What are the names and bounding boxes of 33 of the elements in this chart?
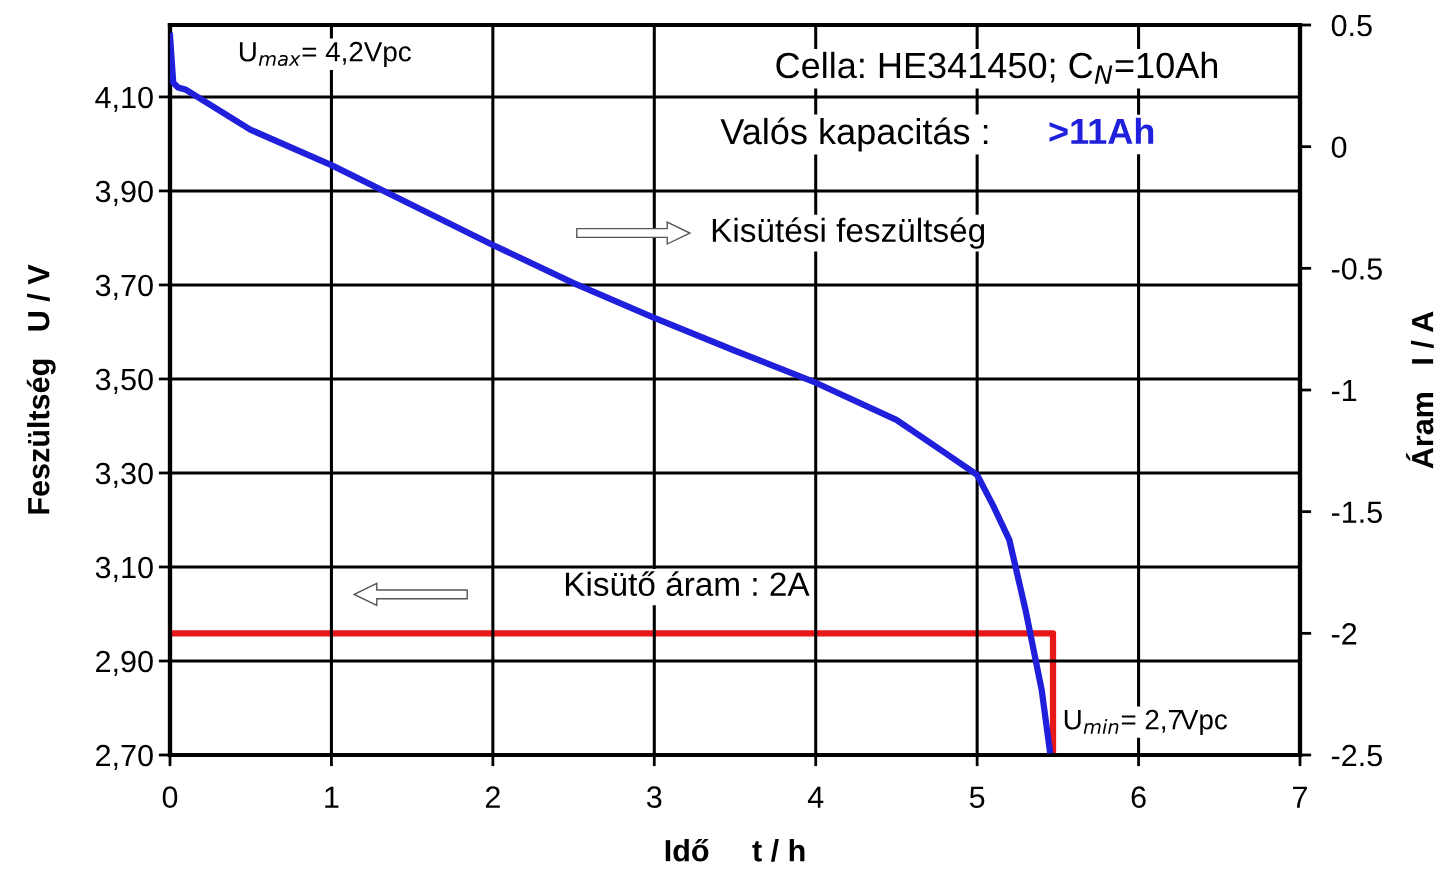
annotation: Cella: HE341450; C$_{N}$=10Ah [776, 51, 1218, 84]
annotation: U$_{max}$= 4,2Vpc [239, 41, 411, 68]
x-tick-label: 4 [807, 786, 824, 808]
y2-tick-label: 0.5 [1331, 14, 1372, 37]
y2-tick-label: -2 [1331, 623, 1357, 645]
x-axis-title: Idő t / h [665, 839, 805, 862]
y-tick-label: 3,30 [95, 462, 153, 488]
x-tick-label: 2 [485, 786, 500, 808]
annotation: Kisütési feszültség [712, 217, 985, 249]
y2-tick-label: -1.5 [1331, 501, 1382, 524]
y-axis-title: Feszültség U / V [26, 264, 56, 514]
y-tick-label: 4,10 [95, 86, 153, 112]
annotation: Kisütő áram : 2A [565, 571, 810, 597]
y-tick-label: 3,50 [95, 368, 153, 394]
x-tick-label: 7 [1293, 786, 1307, 808]
y-tick-label: 2,90 [96, 650, 153, 676]
x-tick-label: 0 [162, 786, 178, 808]
x-tick-label: 5 [969, 786, 985, 808]
y2-tick-label: -2.5 [1331, 744, 1382, 767]
annotation: Valós kapacitás : [720, 117, 988, 152]
y2-tick-label: -1 [1331, 380, 1357, 402]
y2-tick-label: -0.5 [1331, 258, 1382, 280]
x-tick-label: 6 [1131, 786, 1146, 808]
y-tick-label: 3,10 [95, 556, 153, 582]
y-tick-label: 2,70 [96, 744, 153, 770]
annotation: >11Ah [1049, 117, 1154, 144]
y-tick-label: 3,90 [95, 180, 153, 206]
y2-tick-label: 0 [1331, 136, 1347, 159]
x-tick-label: 1 [325, 786, 339, 808]
x-tick-label: 3 [646, 786, 662, 808]
y2-axis-title: Áram I / A [1406, 311, 1434, 469]
annotation: U$_{min}$= 2,7Vpc [1064, 709, 1228, 735]
y-tick-label: 3,70 [95, 274, 153, 300]
